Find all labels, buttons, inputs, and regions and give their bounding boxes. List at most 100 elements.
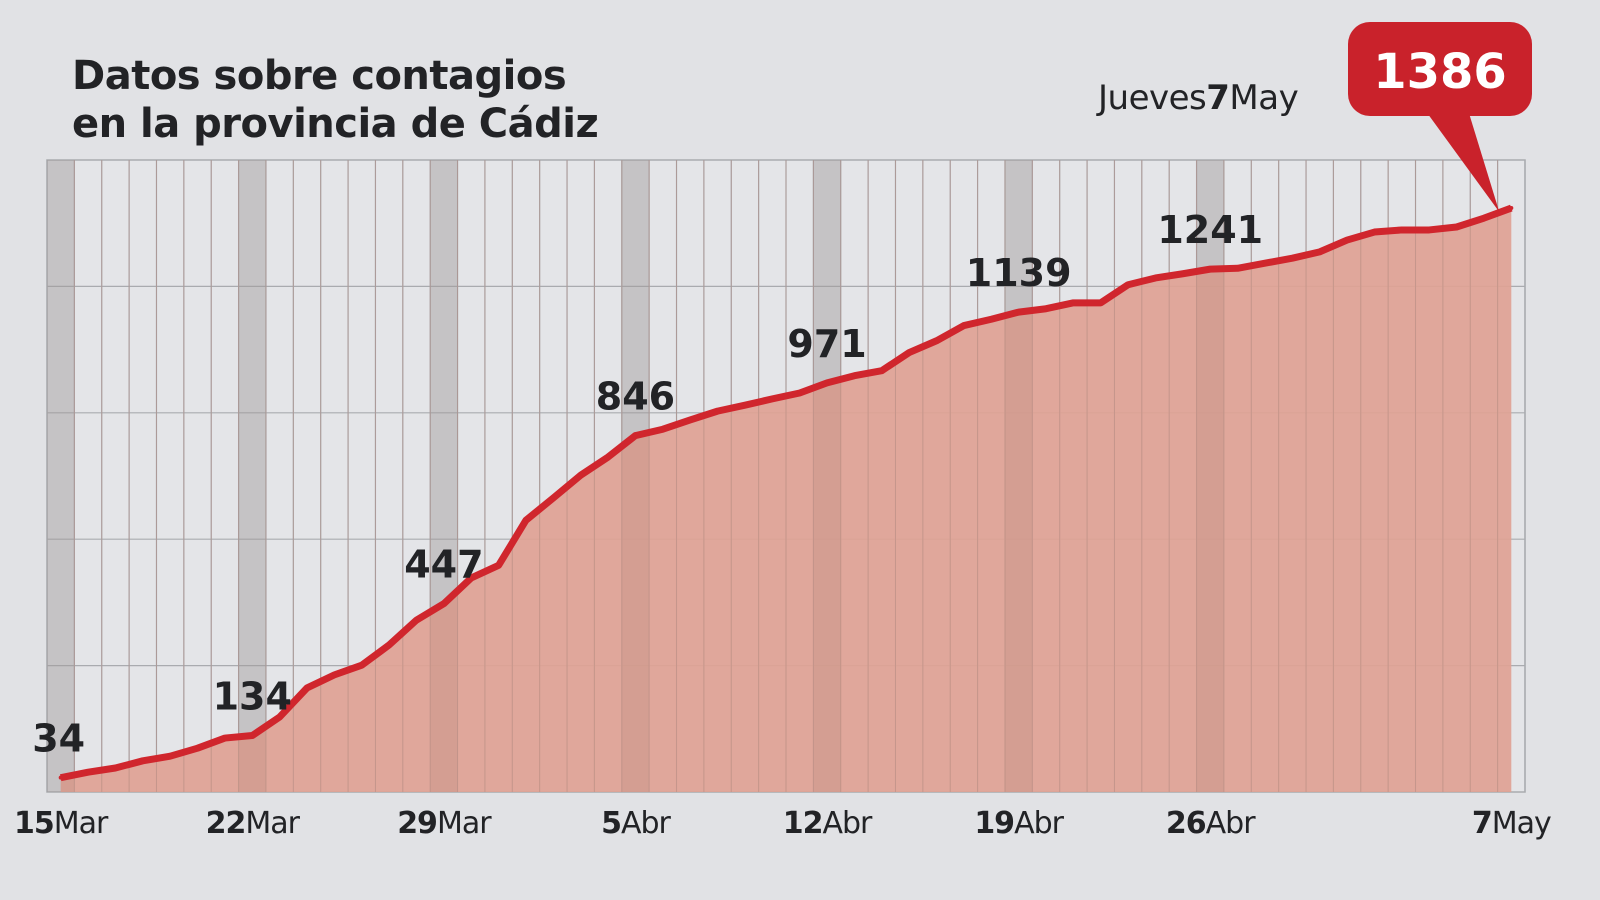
data-point <box>1208 267 1213 272</box>
callout-value: 1386 <box>1373 44 1507 100</box>
week-band-overlay <box>813 160 841 792</box>
week-band <box>238 160 266 792</box>
data-point <box>387 642 392 647</box>
data-point <box>660 427 665 432</box>
x-tick-label: 22Mar <box>206 806 301 841</box>
data-point <box>1372 230 1377 235</box>
x-tick-label: 15Mar <box>14 806 109 841</box>
data-label: 1139 <box>966 251 1072 295</box>
data-point <box>277 715 282 720</box>
date-weekday: Jueves <box>1098 78 1207 118</box>
x-tick-label: 7May <box>1472 806 1551 841</box>
x-tick-month: May <box>1492 806 1551 841</box>
week-band-overlay <box>1196 160 1224 792</box>
data-point <box>250 733 255 738</box>
x-tick-month: Mar <box>245 806 300 841</box>
data-label: 134 <box>213 675 292 719</box>
x-tick-label: 29Mar <box>397 806 492 841</box>
data-point <box>989 317 994 322</box>
x-tick-month: Mar <box>54 806 109 841</box>
data-point <box>825 380 830 385</box>
data-point <box>742 403 747 408</box>
data-point <box>1290 256 1295 261</box>
data-point <box>1345 238 1350 243</box>
data-point <box>441 601 446 606</box>
data-label: 1241 <box>1157 208 1263 252</box>
data-point <box>469 575 474 580</box>
data-point <box>1071 300 1076 305</box>
x-tick-month: Mar <box>437 806 492 841</box>
data-point <box>551 495 556 500</box>
x-tick-day: 12 <box>783 806 823 841</box>
data-point <box>523 518 528 523</box>
date-month: May <box>1229 78 1299 118</box>
data-point <box>86 770 91 775</box>
data-point <box>195 746 200 751</box>
data-point <box>113 765 118 770</box>
data-point <box>715 409 720 414</box>
x-tick-label: 19Abr <box>974 806 1064 841</box>
data-point <box>1427 227 1432 232</box>
x-tick-month: Abr <box>822 806 873 841</box>
data-point <box>1454 224 1459 229</box>
callout-box <box>1348 22 1532 116</box>
data-point <box>1126 282 1131 287</box>
week-band-overlay <box>430 160 458 792</box>
data-point <box>58 775 63 780</box>
x-tick-label: 12Abr <box>783 806 873 841</box>
x-tick-day: 5 <box>601 806 621 841</box>
data-point <box>414 618 419 623</box>
chart-title: Datos sobre contagios en la provincia de… <box>72 52 599 148</box>
series-line <box>59 204 1513 782</box>
data-point <box>1481 216 1486 221</box>
week-band <box>47 160 75 792</box>
data-point <box>1509 206 1514 211</box>
data-point <box>222 736 227 741</box>
data-point <box>1235 266 1240 271</box>
data-point <box>496 563 501 568</box>
x-tick-day: 15 <box>14 806 54 841</box>
data-point <box>879 368 884 373</box>
title-line-2: en la provincia de Cádiz <box>72 101 599 147</box>
data-point <box>305 685 310 690</box>
x-tick-day: 7 <box>1472 806 1492 841</box>
date-day: 7 <box>1206 78 1230 118</box>
x-tick-day: 22 <box>206 806 246 841</box>
data-point <box>1317 249 1322 254</box>
data-label: 846 <box>596 375 675 419</box>
data-point <box>359 663 364 668</box>
week-band-overlay <box>621 160 650 792</box>
data-point <box>907 350 912 355</box>
data-point <box>770 396 775 401</box>
data-point <box>140 758 145 763</box>
data-point <box>961 323 966 328</box>
week-band-overlay <box>238 160 266 792</box>
data-point <box>852 373 857 378</box>
x-tick-month: Abr <box>621 806 672 841</box>
week-band-overlay <box>47 160 75 792</box>
data-label: 971 <box>787 322 866 366</box>
x-tick-month: Abr <box>1206 806 1257 841</box>
data-point <box>1180 271 1185 276</box>
callout-pointer <box>1425 110 1500 213</box>
x-tick-label: 5Abr <box>601 806 671 841</box>
data-point <box>168 754 173 759</box>
data-point <box>1098 300 1103 305</box>
data-point <box>1262 261 1267 266</box>
data-point <box>934 338 939 343</box>
x-tick-day: 29 <box>397 806 437 841</box>
title-line-1: Datos sobre contagios <box>72 53 567 99</box>
data-point <box>1399 227 1404 232</box>
x-tick-day: 19 <box>974 806 1014 841</box>
data-point <box>578 473 583 478</box>
week-band-overlay <box>1004 160 1033 792</box>
x-tick-label: 26Abr <box>1166 806 1256 841</box>
date-label: Jueves7May <box>1098 78 1299 118</box>
x-tick-month: Abr <box>1014 806 1065 841</box>
data-point <box>688 417 693 422</box>
data-point <box>797 390 802 395</box>
data-point <box>633 433 638 438</box>
data-point <box>1016 310 1021 315</box>
data-label: 34 <box>32 717 85 761</box>
